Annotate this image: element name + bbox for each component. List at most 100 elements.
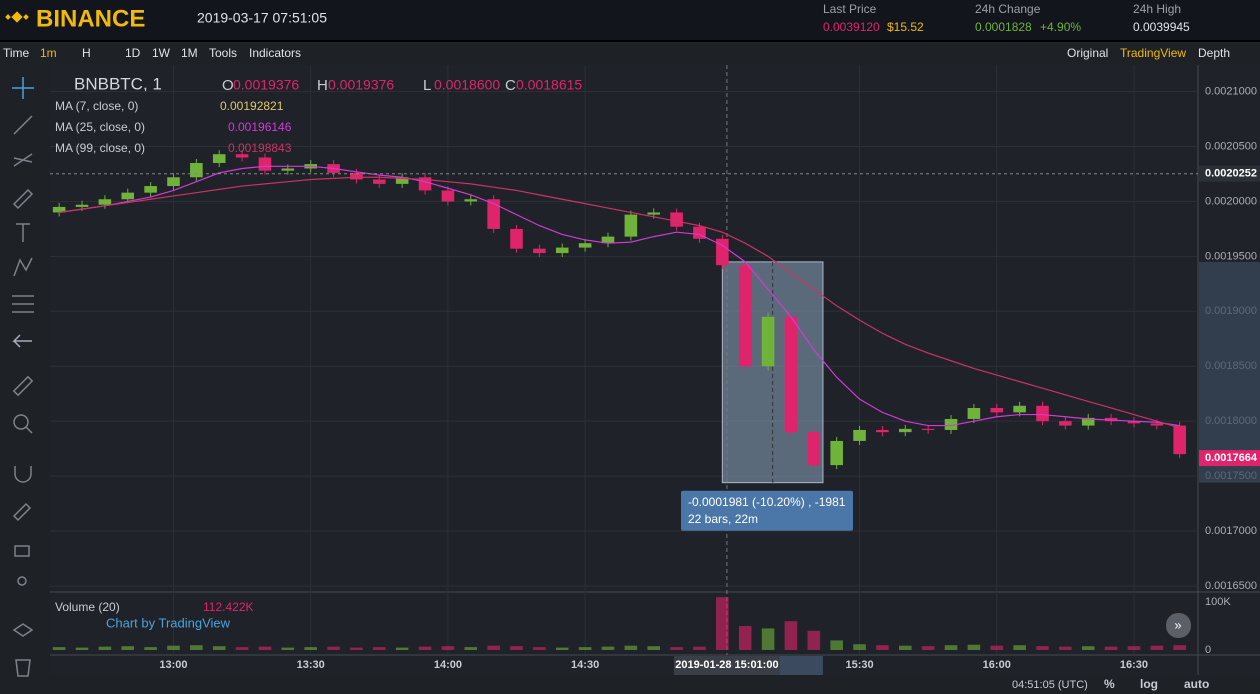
candle — [1150, 423, 1164, 426]
toolbar-item[interactable]: H — [82, 46, 91, 60]
volume-bar — [144, 647, 157, 650]
candle — [395, 177, 409, 184]
volume-bar — [624, 645, 638, 650]
volume-bar — [418, 646, 432, 650]
crosshair-time: 2019-01-28 15:01:00 — [675, 659, 778, 671]
symbol: BNBBTC, 1 — [74, 74, 162, 93]
volume-bar — [510, 646, 523, 650]
logo-icon — [5, 11, 29, 23]
volume-bar — [1081, 646, 1095, 650]
measure-label: -0.0001981 (-10.20%) , -1981 — [688, 495, 846, 509]
candle — [601, 236, 615, 244]
toolbar-item[interactable]: 1M — [181, 46, 198, 60]
toolbar-item[interactable]: Time — [3, 46, 30, 60]
price-tag — [1199, 165, 1260, 182]
ma-line — [59, 176, 1180, 429]
utc-time: 04:51:05 (UTC) — [1012, 679, 1088, 691]
toolbar — [0, 42, 1260, 65]
scroll-button[interactable] — [1166, 613, 1191, 638]
volume-bar — [235, 647, 249, 650]
candle — [853, 429, 866, 441]
candle — [555, 247, 569, 254]
x-tick-label: 13:00 — [159, 659, 187, 671]
toolbar-item[interactable]: 1W — [152, 46, 171, 60]
volume-bar — [1036, 646, 1049, 650]
ma-label: MA (99, close, 0) — [55, 141, 145, 155]
volume-bar — [578, 647, 592, 650]
volume-tick-label: 0 — [1205, 644, 1211, 656]
footer-item[interactable]: log — [1140, 677, 1158, 691]
x-tick-label: 16:30 — [1120, 659, 1148, 671]
candle — [281, 168, 295, 171]
candle — [121, 192, 135, 200]
volume-bar — [693, 646, 706, 650]
x-tick-label: 14:00 — [434, 659, 462, 671]
candle — [921, 428, 935, 430]
logo-text: BINANCE — [36, 5, 145, 32]
ohlc-value: 0.0019376 — [328, 77, 394, 93]
toolbar-item[interactable]: TradingView — [1120, 46, 1186, 60]
volume-title: Volume (20) — [55, 600, 120, 614]
volume-bar — [464, 647, 478, 650]
stat-value: 0.0039120 — [823, 20, 880, 34]
ma-label: MA (25, close, 0) — [55, 120, 145, 134]
toolbar-item[interactable]: Tools — [209, 46, 237, 60]
ohlc-key: H — [317, 77, 328, 94]
candle — [167, 177, 180, 187]
volume-bar — [258, 646, 272, 650]
volume-bar — [304, 647, 317, 650]
volume-bar — [1013, 645, 1026, 650]
toolbar-item[interactable]: Indicators — [249, 46, 301, 60]
candle — [487, 199, 500, 229]
x-tick-label: 13:30 — [297, 659, 325, 671]
toolbar-item[interactable]: Depth — [1198, 46, 1230, 60]
candle — [98, 199, 112, 205]
candle — [1127, 421, 1141, 424]
candle — [578, 243, 592, 248]
volume-bar — [75, 647, 89, 650]
candle — [967, 407, 981, 419]
volume-bar — [441, 646, 455, 650]
stat-label: 24h High — [1133, 2, 1181, 16]
crosshair-time-box — [673, 656, 780, 675]
candle — [258, 157, 272, 171]
x-tick-label: 15:30 — [845, 659, 873, 671]
volume-bar — [167, 645, 180, 650]
ohlc-key: O — [222, 77, 234, 94]
volume-bar — [876, 645, 889, 650]
candle — [624, 214, 638, 237]
candle — [876, 429, 889, 433]
candle — [647, 212, 661, 215]
volume-bar — [1104, 646, 1118, 650]
volume-bar — [533, 647, 546, 650]
datetime: 2019-03-17 07:51:05 — [197, 10, 327, 26]
candle — [670, 212, 683, 227]
candle — [738, 265, 752, 367]
candle — [898, 428, 912, 433]
volume-bar — [487, 645, 500, 650]
volume-bar — [212, 646, 226, 650]
price-tag — [1199, 450, 1260, 467]
stat-value: 0.0001828 — [975, 20, 1032, 34]
toolbar-item[interactable]: Original — [1067, 46, 1108, 60]
candle — [75, 204, 89, 207]
toolbar-item[interactable]: 1D — [125, 46, 141, 60]
footer-item[interactable]: % — [1104, 677, 1115, 691]
candle — [212, 154, 226, 163]
y-tick-label: 0.0020000 — [1205, 195, 1257, 207]
y-tick-label: 0.0019500 — [1205, 250, 1257, 262]
ma-value: 0.00196146 — [228, 120, 292, 134]
footer-item[interactable]: auto — [1184, 677, 1209, 691]
toolbar-item[interactable]: 1m — [40, 46, 57, 60]
price-tag-label: 0.0020252 — [1205, 168, 1257, 180]
volume-bar — [670, 647, 683, 650]
candle — [1036, 405, 1049, 422]
candle — [1013, 405, 1026, 413]
volume-bar — [761, 628, 775, 650]
volume-bar — [1173, 645, 1186, 650]
candle — [350, 172, 363, 180]
candle — [830, 440, 843, 466]
candle — [944, 418, 958, 430]
volume-bar — [716, 597, 729, 650]
volume-bar — [350, 647, 363, 650]
